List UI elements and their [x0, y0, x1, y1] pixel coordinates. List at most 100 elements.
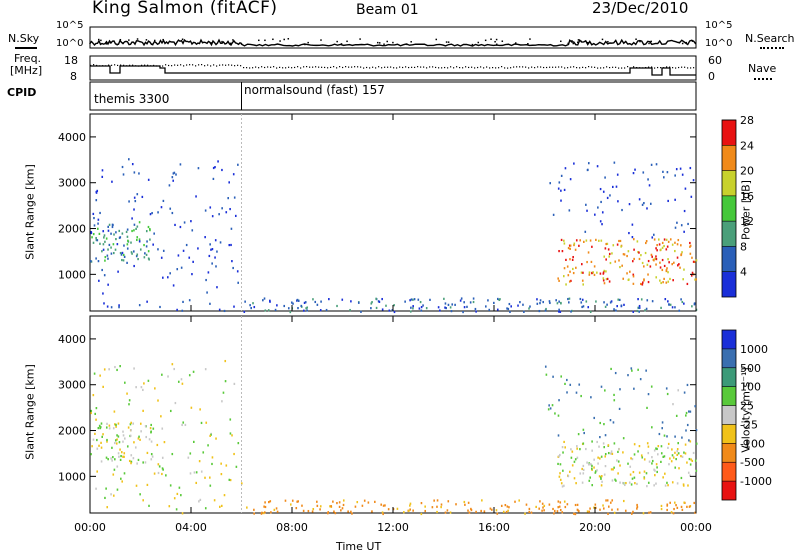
power-cell [689, 252, 692, 255]
velocity-cell [671, 448, 673, 451]
velocity-cell [559, 478, 562, 481]
velocity-cell [91, 445, 93, 448]
nsearch-point [128, 39, 130, 41]
power-cell [341, 298, 344, 301]
power-cell [449, 306, 452, 309]
power-cell [600, 200, 602, 204]
power-cell [626, 272, 628, 275]
nave-point [306, 66, 308, 68]
power-cell [102, 248, 105, 251]
power-cell [462, 310, 464, 314]
velocity-cell [139, 493, 141, 496]
noise-tick-left-top: 10^5 [56, 20, 84, 31]
power-cell [228, 181, 230, 184]
nsearch-point [678, 42, 681, 44]
power-cell [274, 308, 277, 312]
power-cell [581, 298, 584, 301]
nave-point [483, 67, 485, 69]
power-cell [628, 203, 631, 206]
velocity-cell [596, 469, 598, 472]
power-cell [559, 310, 562, 313]
velocity-cell [653, 484, 655, 487]
nsearch-point [639, 40, 641, 43]
power-cell [601, 211, 604, 214]
velocity-cell [657, 445, 660, 448]
velocity-cell [137, 437, 140, 440]
power-cell [357, 301, 360, 304]
velocity-cell [157, 399, 159, 402]
cpid-label: CPID [7, 86, 37, 99]
power-cell [176, 268, 179, 271]
velocity-cell [548, 503, 551, 506]
power-cell [560, 302, 562, 305]
power-cell [517, 304, 519, 307]
power-cell [555, 299, 557, 302]
power-cell [316, 303, 319, 306]
nave-point [402, 66, 404, 69]
power-cell [225, 211, 228, 214]
nsearch-point [119, 38, 122, 41]
nave-point [264, 66, 266, 69]
velocity-cell [106, 506, 109, 509]
velocity-cell [275, 507, 278, 510]
power-cell [463, 301, 465, 304]
nsearch-point [383, 43, 385, 45]
nave-point [393, 67, 395, 69]
velocity-cell [223, 494, 226, 497]
power-cell [638, 198, 641, 201]
power-cell [649, 202, 652, 205]
velocity-cell [616, 459, 618, 462]
nsearch-point [515, 42, 517, 44]
velocity-cell [545, 373, 548, 376]
power-cell [138, 304, 141, 307]
nave-point [471, 66, 473, 68]
power-cell [169, 272, 171, 275]
power-cell [610, 300, 613, 303]
nsearch-point [359, 38, 361, 40]
nsearch-point [691, 40, 694, 42]
power-cell [443, 297, 445, 300]
power-cell [591, 245, 593, 248]
power-cell [680, 253, 683, 256]
power-cell [179, 163, 182, 166]
velocity-cell [559, 472, 561, 475]
velocity-cell [558, 475, 561, 478]
velocity-cell [552, 507, 554, 511]
power-cell [276, 304, 278, 307]
power-cell [615, 309, 617, 312]
velocity-cell [142, 461, 144, 464]
velocity-cell [525, 503, 528, 506]
power-cell [103, 274, 106, 277]
velocity-cell [588, 479, 591, 482]
power-cell [145, 253, 148, 256]
velocity-cell [563, 484, 565, 487]
power-cell [212, 166, 215, 170]
velocity-cell [676, 448, 679, 451]
power-cell [127, 239, 129, 242]
nsearch-point [410, 41, 412, 43]
velocity-cell [198, 500, 200, 503]
power-cell [649, 265, 652, 268]
velocity-cell [666, 392, 669, 396]
velocity-cell [588, 510, 591, 513]
power-cell [253, 305, 256, 309]
nave-point [108, 64, 110, 66]
nave-point [447, 67, 449, 69]
power-cell [608, 280, 611, 283]
power-cell [585, 300, 588, 303]
velocity-cell [116, 368, 118, 372]
power-cell [95, 190, 98, 194]
velocity-cell [582, 428, 585, 431]
velocity-cell [382, 512, 384, 516]
velocity-cell [204, 507, 207, 510]
velocity-cell [181, 423, 183, 427]
power-cell [549, 301, 551, 305]
nave-point [219, 64, 221, 66]
velocity-cell [678, 467, 680, 470]
nave-point [663, 67, 665, 69]
nave-point [603, 67, 605, 69]
velocity-cell [106, 438, 108, 442]
velocity-cell [664, 484, 667, 487]
power-cell [149, 228, 151, 231]
power-cell [243, 310, 246, 313]
